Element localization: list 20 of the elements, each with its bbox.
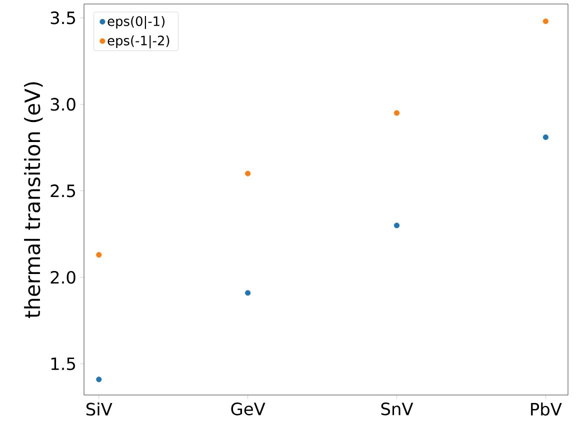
point: [245, 170, 251, 176]
y-axis-title: thermal transition (eV): [24, 82, 43, 318]
legend-label: eps(-1|-2): [108, 35, 170, 48]
point: [394, 110, 400, 116]
x-tick-label: PbV: [531, 402, 562, 416]
x-tick-label: SiV: [86, 402, 112, 416]
x-tick-label: GeV: [231, 402, 266, 416]
point: [245, 290, 251, 296]
legend-label: eps(0|-1): [108, 16, 164, 29]
point: [96, 376, 102, 382]
y-tick-label: 2.0: [50, 270, 76, 284]
point: [542, 134, 548, 140]
x-tick-label: SnV: [381, 402, 414, 416]
y-tick-label: 3.0: [50, 98, 76, 111]
y-tick-label: 1.5: [51, 358, 75, 370]
y-tick-label: 3.5: [50, 11, 75, 24]
y-tick-label: 2.5: [50, 184, 75, 198]
point: [394, 222, 400, 228]
point: [96, 252, 102, 258]
point: [542, 18, 548, 24]
